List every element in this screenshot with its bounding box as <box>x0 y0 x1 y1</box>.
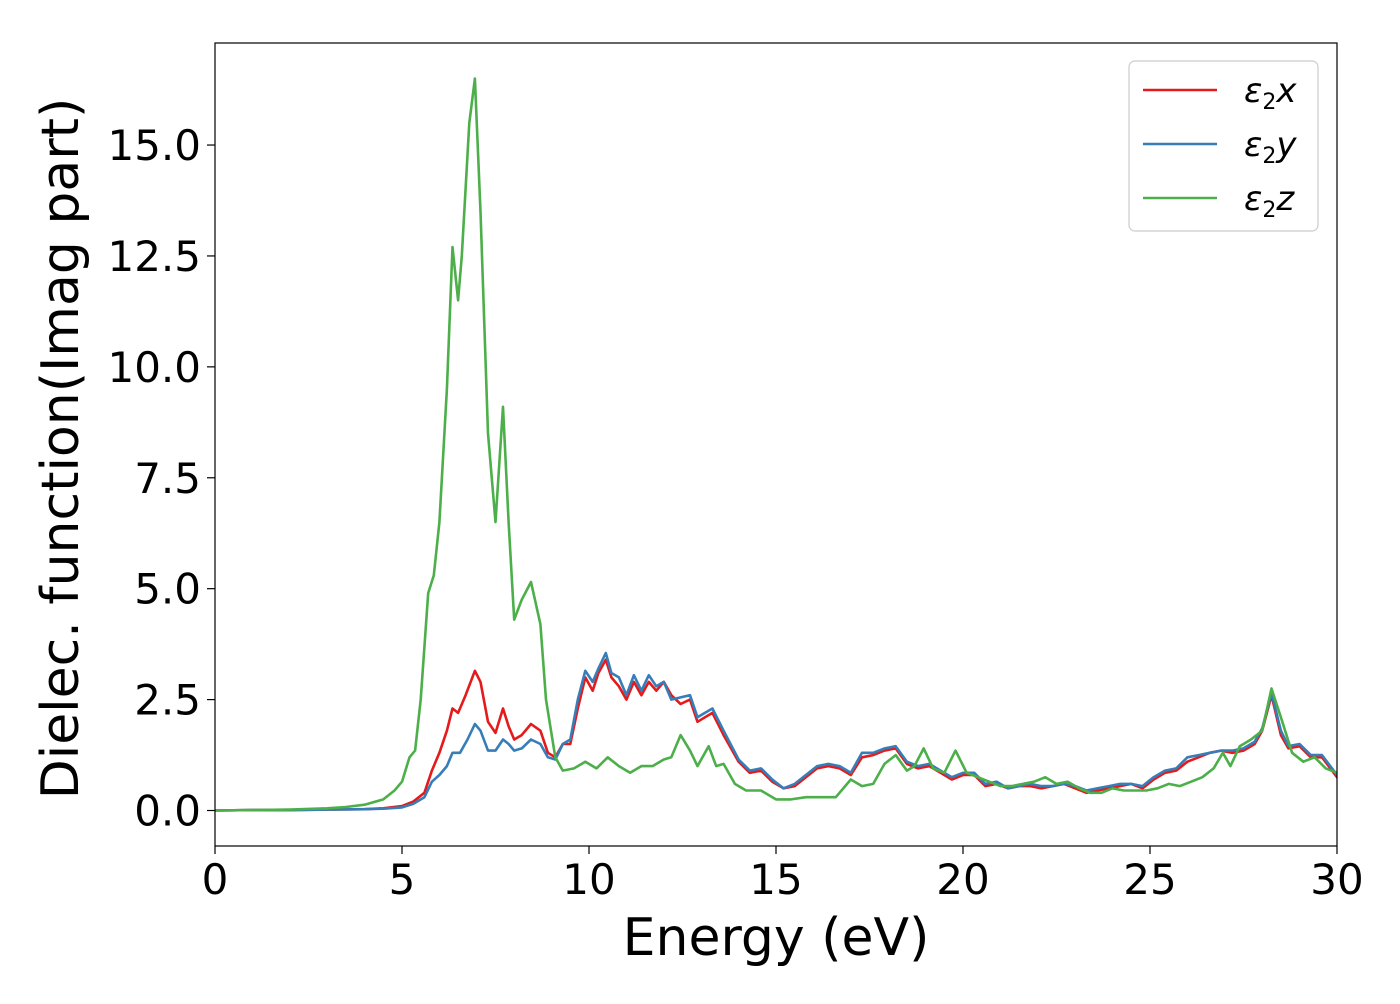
x-tick-label: 30 <box>1310 855 1363 904</box>
legend-label-x: ε2x <box>1244 71 1297 115</box>
y-tick-label: 12.5 <box>107 232 201 281</box>
series-line-z <box>215 77 1337 812</box>
legend-label-var: y <box>1275 125 1297 165</box>
y-axis: 0.0 2.5 5.0 7.5 10.0 12.5 15.0 <box>107 121 215 836</box>
legend-label-var: z <box>1275 179 1295 219</box>
legend-label-base: ε <box>1244 71 1262 111</box>
x-tick-label: 25 <box>1123 855 1176 904</box>
legend-label-base: ε <box>1244 179 1262 219</box>
series-line-x <box>215 658 1337 812</box>
y-axis-label: Dielec. function(Imag part) <box>31 98 91 800</box>
legend-label-subscript: 2 <box>1262 144 1276 169</box>
legend-label-y: ε2y <box>1244 125 1297 169</box>
legend-label-base: ε <box>1244 125 1262 165</box>
x-tick-label: 10 <box>562 855 615 904</box>
x-axis: 0 5 10 15 20 25 30 <box>202 846 1364 904</box>
legend-label-z: ε2z <box>1244 179 1295 223</box>
legend-box <box>1128 60 1319 232</box>
x-tick-label: 5 <box>389 855 416 904</box>
legend-label-var: x <box>1275 71 1297 111</box>
x-tick-label: 15 <box>749 855 802 904</box>
y-tick-label: 5.0 <box>134 565 201 614</box>
y-tick-label: 15.0 <box>107 121 201 170</box>
y-tick-label: 10.0 <box>107 343 201 392</box>
legend-label-subscript: 2 <box>1262 198 1276 223</box>
x-tick-label: 0 <box>202 855 229 904</box>
y-tick-label: 2.5 <box>134 676 201 725</box>
y-tick-label: 7.5 <box>134 454 201 503</box>
series-line-y <box>215 651 1337 812</box>
y-tick-label: 0.0 <box>134 787 201 836</box>
legend-label-subscript: 2 <box>1262 90 1276 115</box>
series-group <box>215 77 1337 812</box>
x-tick-label: 20 <box>936 855 989 904</box>
x-axis-label: Energy (eV) <box>623 908 930 968</box>
